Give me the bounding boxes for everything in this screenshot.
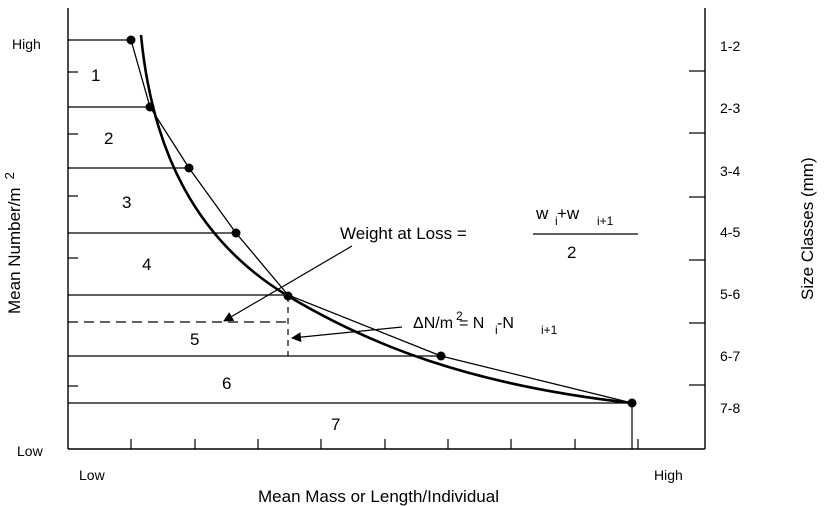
- delta-formula: ΔN/m 2 = N i -N i+1: [413, 309, 558, 337]
- svg-text:2: 2: [456, 309, 463, 323]
- right-axis-title: Size Classes (mm): [798, 157, 817, 300]
- x-axis-title: Mean Mass or Length/Individual: [258, 487, 499, 506]
- weight-formula-numerator: w i +w i+1: [535, 204, 614, 228]
- data-points: [126, 35, 637, 408]
- band-label: 6: [222, 374, 231, 393]
- bottom-axis-ticks: [130, 439, 639, 449]
- band-labels: 1 2 3 4 5 6 7: [91, 66, 340, 434]
- delta-arrow: [291, 326, 403, 343]
- svg-text:= N: = N: [459, 315, 484, 332]
- svg-text:w: w: [535, 204, 549, 223]
- left-axis-ticks: [68, 71, 78, 387]
- weight-formula-denominator: 2: [567, 243, 576, 262]
- y-high-label: High: [12, 36, 41, 52]
- data-point: [436, 351, 446, 361]
- x-high-label: High: [654, 467, 683, 483]
- band-label: 3: [122, 193, 131, 212]
- svg-text:i: i: [555, 214, 558, 228]
- x-low-label: Low: [79, 467, 106, 483]
- band-label: 1: [91, 66, 100, 85]
- svg-text:+w: +w: [557, 204, 580, 223]
- band-boundaries: [68, 39, 632, 404]
- svg-text:ΔN/m: ΔN/m: [413, 315, 453, 332]
- svg-text:i+1: i+1: [541, 323, 558, 337]
- band-label: 7: [331, 415, 340, 434]
- size-class-label: 5-6: [720, 286, 740, 302]
- data-point: [283, 291, 293, 301]
- band-label: 4: [142, 255, 151, 274]
- size-class-label: 4-5: [720, 224, 740, 240]
- svg-text:i: i: [495, 323, 498, 337]
- data-point: [627, 398, 637, 408]
- right-axis-ticks: [689, 70, 705, 386]
- size-class-label: 6-7: [720, 348, 740, 364]
- data-point: [145, 102, 155, 112]
- size-class-label: 7-8: [720, 400, 740, 416]
- svg-text:i+1: i+1: [597, 214, 614, 228]
- data-point: [184, 163, 194, 173]
- size-class-label: 1-2: [720, 38, 740, 54]
- size-class-label: 2-3: [720, 100, 740, 116]
- size-class-labels: 1-2 2-3 3-4 4-5 5-6 6-7 7-8: [720, 38, 740, 416]
- band-label: 2: [104, 129, 113, 148]
- data-point: [231, 228, 241, 238]
- svg-text:-N: -N: [497, 315, 514, 332]
- weight-at-loss-label: Weight at Loss =: [340, 224, 467, 243]
- size-class-label: 3-4: [720, 163, 740, 179]
- y-low-label: Low: [17, 443, 44, 459]
- band-label: 5: [190, 330, 199, 349]
- y-axis-title: Mean Number/m2: [2, 172, 24, 314]
- data-point: [126, 35, 136, 45]
- weight-arrow: [223, 245, 353, 322]
